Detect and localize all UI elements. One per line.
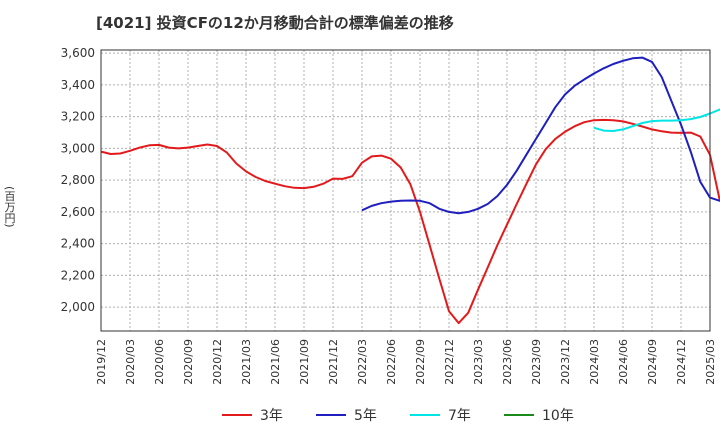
x-tick-label: 2020/06 xyxy=(153,339,166,385)
x-tick-label: 2024/09 xyxy=(646,339,659,385)
chart-legend: 3年 5年 7年 10年 xyxy=(0,402,720,428)
x-tick-label: 2020/03 xyxy=(124,339,137,385)
x-tick-label: 2021/09 xyxy=(298,339,311,385)
y-tick-label: 2,600 xyxy=(61,205,95,219)
series-line-7年 xyxy=(593,108,720,132)
x-tick-label: 2021/06 xyxy=(269,339,282,385)
x-tick-label: 2022/09 xyxy=(414,339,427,385)
x-tick-label: 2020/12 xyxy=(211,339,224,385)
y-tick-label: 3,200 xyxy=(61,110,95,124)
grid xyxy=(100,50,711,331)
x-tick-label: 2023/06 xyxy=(501,339,514,385)
legend-swatch xyxy=(222,414,252,416)
series-line-3年 xyxy=(100,118,720,325)
y-tick-label: 2,200 xyxy=(61,268,95,282)
x-tick-label: 2024/03 xyxy=(588,339,601,385)
x-tick-label: 2021/12 xyxy=(327,339,340,385)
legend-label: 5年 xyxy=(354,408,377,424)
x-tick-label: 2022/06 xyxy=(385,339,398,385)
legend-label: 3年 xyxy=(260,408,283,424)
legend-item: 10年 xyxy=(504,402,574,428)
y-tick-label: 3,000 xyxy=(61,141,95,155)
x-tick-label: 2020/09 xyxy=(182,339,195,385)
x-tick-label: 2022/03 xyxy=(356,339,369,385)
y-tick-label: 3,400 xyxy=(61,78,95,92)
legend-item: 3年 xyxy=(222,402,283,428)
legend-label: 7年 xyxy=(448,408,471,424)
legend-item: 5年 xyxy=(316,402,377,428)
x-tick-label: 2023/03 xyxy=(472,339,485,385)
legend-swatch xyxy=(316,414,346,416)
x-tick-label: 2021/03 xyxy=(240,339,253,385)
y-tick-label: 2,000 xyxy=(61,300,95,314)
x-tick-label: 2022/12 xyxy=(443,339,456,385)
line-chart: 2019/12 2020/03 2020/06 2020/09 2020/12 2021/… xyxy=(61,46,720,385)
chart-title: [4021] 投資CFの12か月移動合計の標準偏差の推移 xyxy=(96,14,454,32)
y-tick-label: 2,800 xyxy=(61,173,95,187)
x-tick-label: 2024/06 xyxy=(617,339,630,385)
axes: 2019/12 2020/03 2020/06 2020/09 2020/12 2021/… xyxy=(61,46,717,385)
x-tick-label: 2025/03 xyxy=(704,339,717,385)
plot-area xyxy=(101,50,710,331)
series-lines xyxy=(100,56,720,325)
y-tick-label: 3,600 xyxy=(61,46,95,60)
x-tick-label: 2024/12 xyxy=(675,339,688,385)
x-tick-label: 2019/12 xyxy=(95,339,108,385)
y-axis-label: (百万円) xyxy=(3,186,16,228)
legend-item: 7年 xyxy=(410,402,471,428)
legend-swatch xyxy=(504,414,534,416)
x-tick-label: 2023/09 xyxy=(530,339,543,385)
x-tick-label: 2023/12 xyxy=(559,339,572,385)
legend-label: 10年 xyxy=(542,408,574,424)
legend-swatch xyxy=(410,414,440,416)
plot-frame xyxy=(100,49,711,332)
series-line-5年 xyxy=(361,56,720,215)
y-tick-label: 2,400 xyxy=(61,237,95,251)
